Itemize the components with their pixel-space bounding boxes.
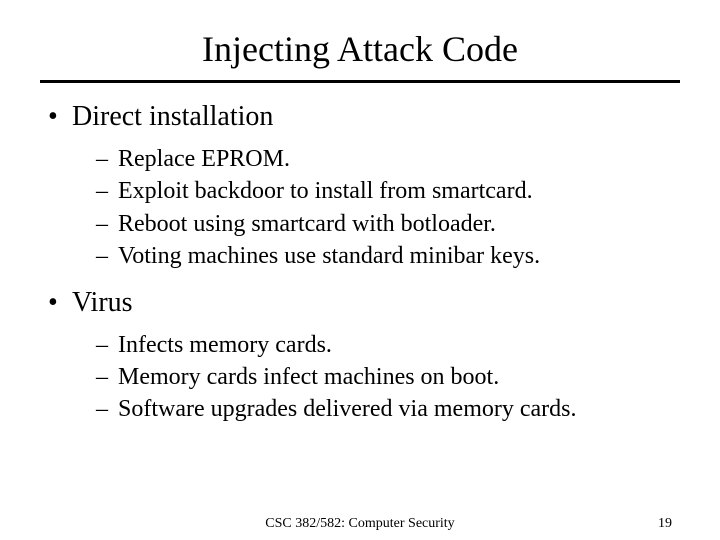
page-number: 19 (658, 516, 672, 532)
bullet-level2: – Voting machines use standard minibar k… (96, 240, 680, 272)
bullet-dot-icon: • (44, 287, 72, 319)
sub-list: – Replace EPROM. – Exploit backdoor to i… (96, 143, 680, 273)
bullet-text: Direct installation (72, 101, 680, 133)
dash-icon: – (96, 393, 118, 425)
bullet-level2: – Software upgrades delivered via memory… (96, 393, 680, 425)
slide-title: Injecting Attack Code (40, 28, 680, 70)
bullet-level1: • Virus (44, 287, 680, 319)
bullet-dot-icon: • (44, 101, 72, 133)
bullet-level2: – Reboot using smartcard with botloader. (96, 208, 680, 240)
slide: Injecting Attack Code • Direct installat… (0, 0, 720, 540)
dash-icon: – (96, 361, 118, 393)
bullet-level1: • Direct installation (44, 101, 680, 133)
dash-icon: – (96, 240, 118, 272)
dash-icon: – (96, 143, 118, 175)
dash-icon: – (96, 208, 118, 240)
dash-icon: – (96, 329, 118, 361)
sub-list: – Infects memory cards. – Memory cards i… (96, 329, 680, 426)
sub-bullet-text: Voting machines use standard minibar key… (118, 240, 680, 272)
bullet-level2: – Exploit backdoor to install from smart… (96, 175, 680, 207)
bullet-level2: – Infects memory cards. (96, 329, 680, 361)
sub-bullet-text: Replace EPROM. (118, 143, 680, 175)
footer-center-text: CSC 382/582: Computer Security (0, 516, 720, 532)
sub-bullet-text: Exploit backdoor to install from smartca… (118, 175, 680, 207)
sub-bullet-text: Memory cards infect machines on boot. (118, 361, 680, 393)
title-underline (40, 80, 680, 83)
sub-bullet-text: Reboot using smartcard with botloader. (118, 208, 680, 240)
dash-icon: – (96, 175, 118, 207)
bullet-text: Virus (72, 287, 680, 319)
slide-content: • Direct installation – Replace EPROM. –… (40, 101, 680, 426)
bullet-level2: – Memory cards infect machines on boot. (96, 361, 680, 393)
sub-bullet-text: Software upgrades delivered via memory c… (118, 393, 680, 425)
bullet-level2: – Replace EPROM. (96, 143, 680, 175)
sub-bullet-text: Infects memory cards. (118, 329, 680, 361)
